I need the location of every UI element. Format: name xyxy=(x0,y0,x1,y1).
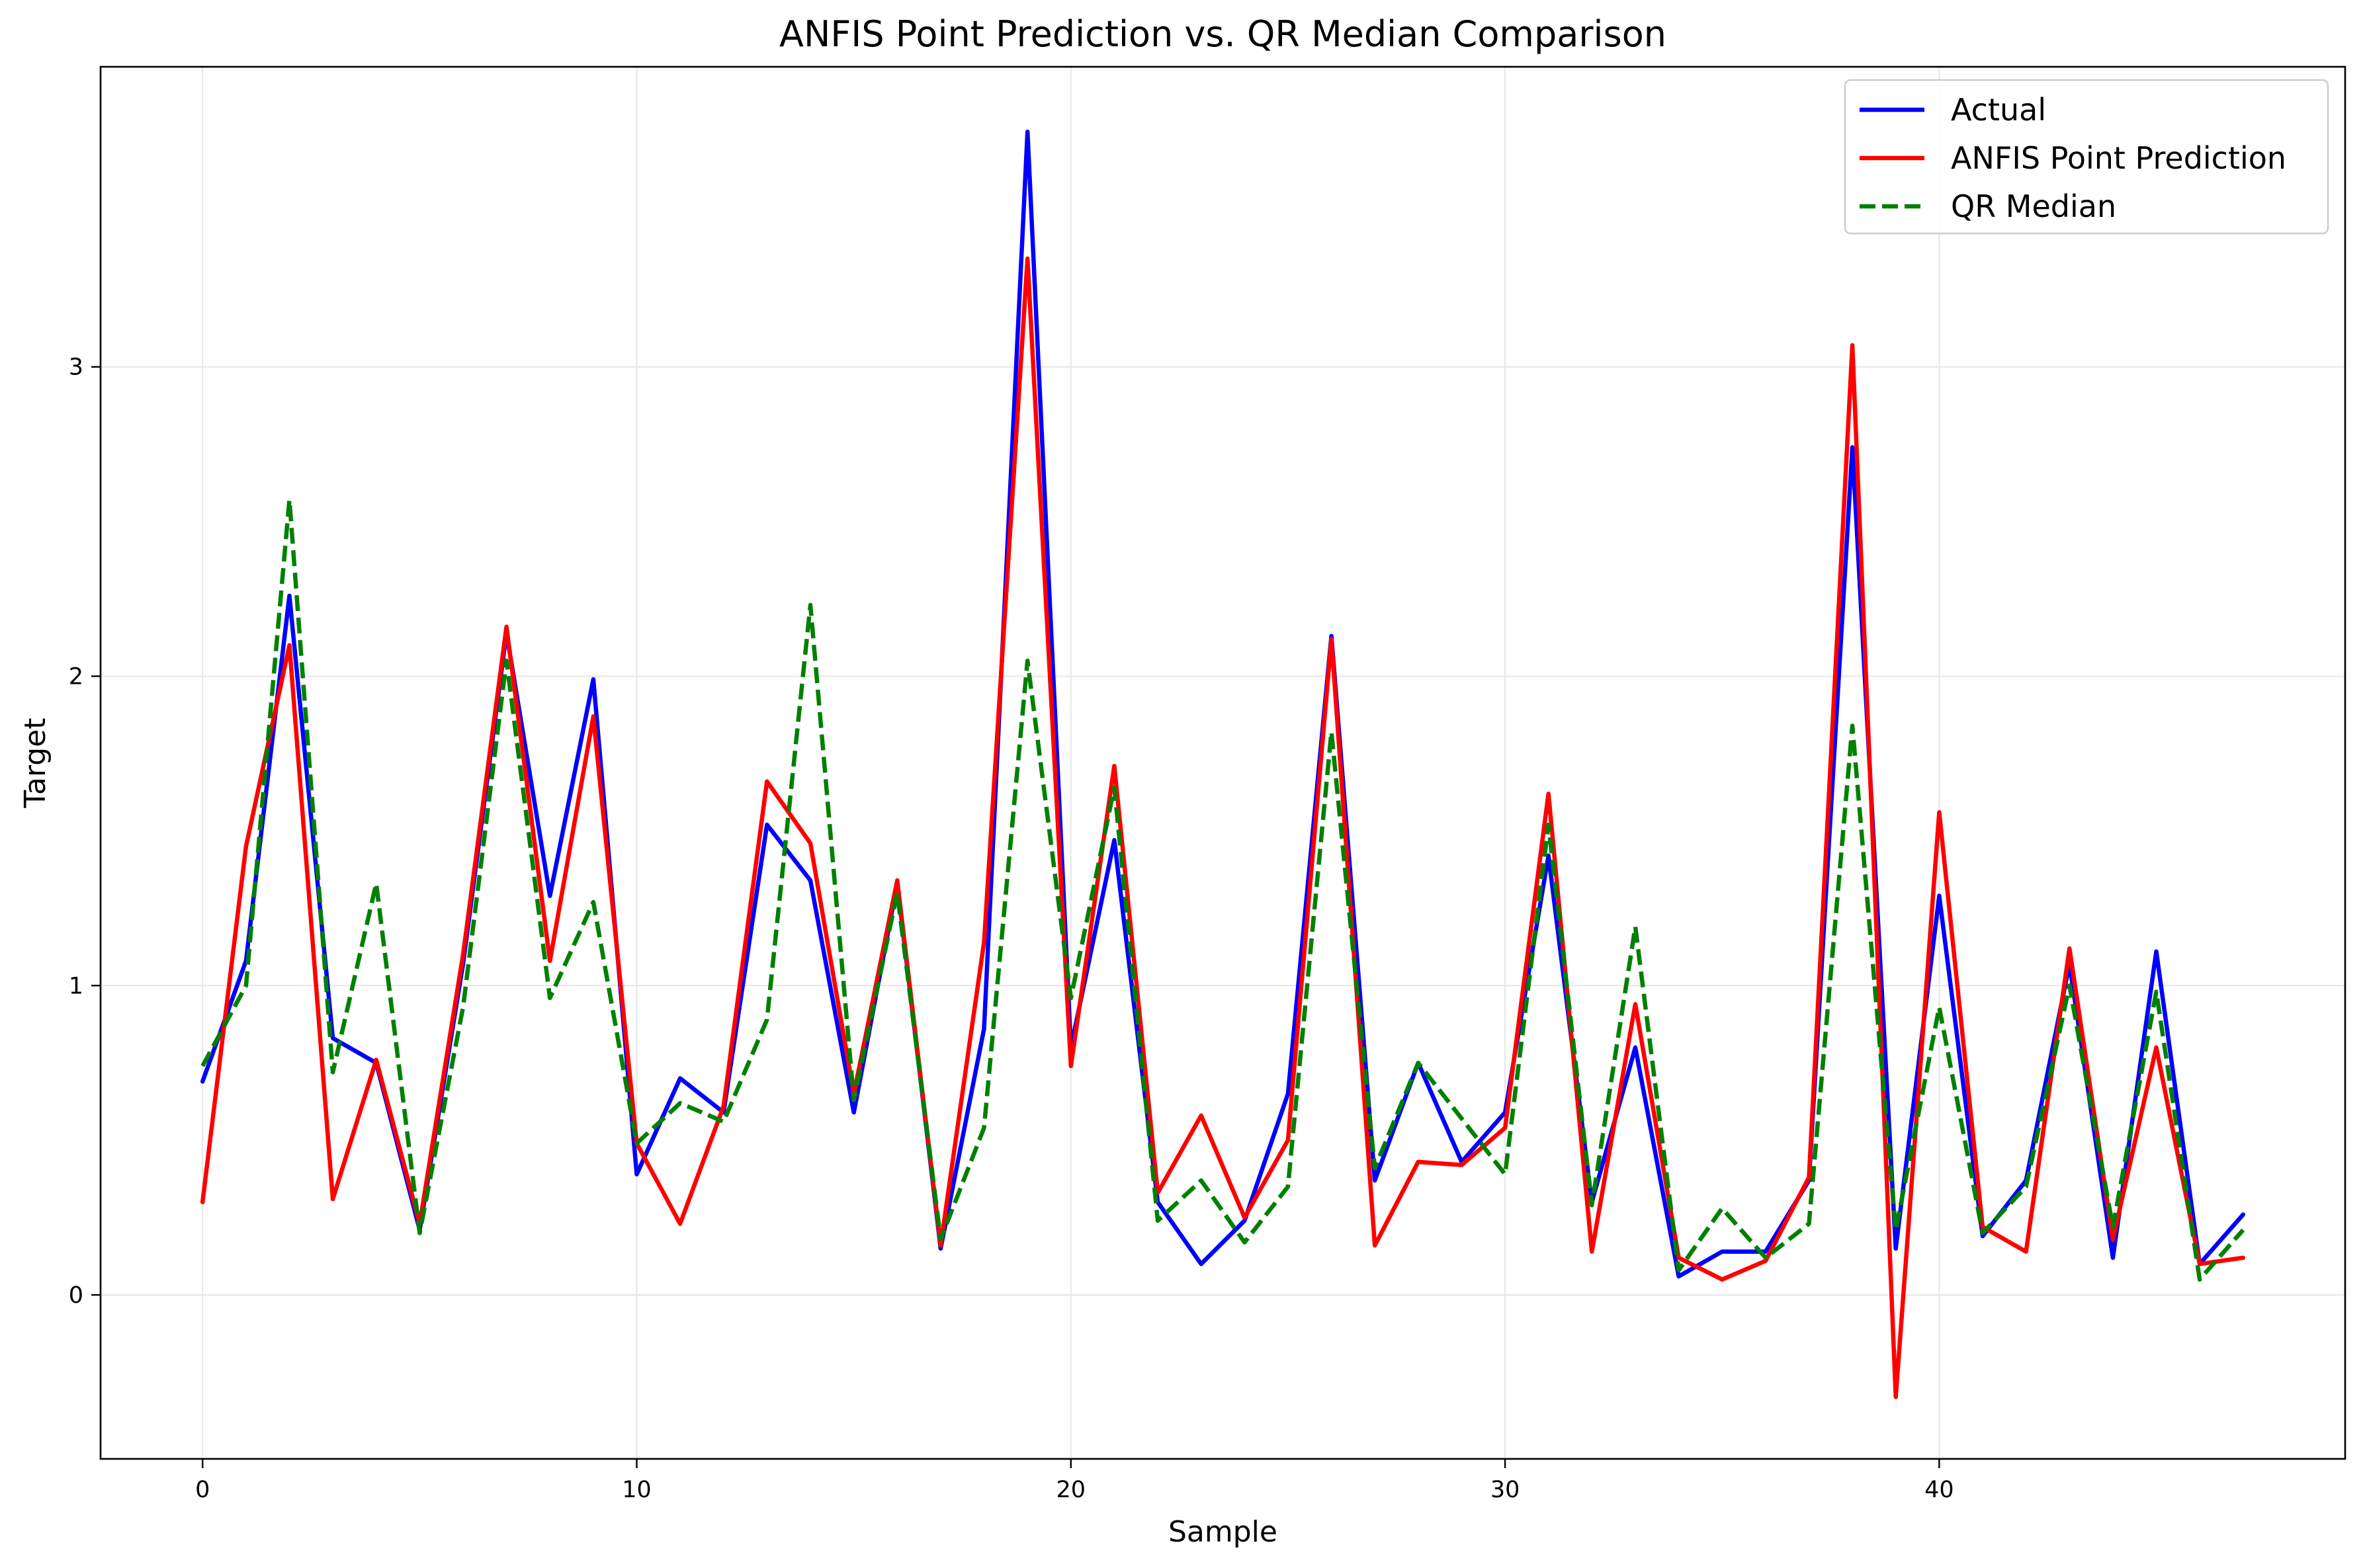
x-tick-label: 20 xyxy=(1056,1477,1086,1503)
gridlines xyxy=(101,67,2345,1459)
x-axis-label: Sample xyxy=(1168,1515,1277,1549)
axis-ticks: 0 10 20 30 40 0 1 2 3 xyxy=(69,354,1954,1503)
plot-frame xyxy=(99,65,2346,1460)
x-tick-label: 40 xyxy=(1924,1477,1954,1503)
y-axis-label: Target xyxy=(19,718,52,808)
legend-label-qr-median: QR Median xyxy=(1951,188,2116,224)
legend-box xyxy=(1844,79,2329,235)
series-lines xyxy=(200,129,2246,1399)
y-tick-label: 0 xyxy=(69,1282,83,1309)
legend-label-anfis-point-prediction: ANFIS Point Prediction xyxy=(1951,140,2286,176)
chart-title: ANFIS Point Prediction vs. QR Median Com… xyxy=(779,13,1666,55)
legend: Actual ANFIS Point Prediction QR Median xyxy=(1844,79,2329,235)
series-line-anfis-point-prediction xyxy=(200,256,2246,1399)
x-tick-label: 30 xyxy=(1490,1477,1520,1503)
x-tick-label: 0 xyxy=(195,1477,210,1503)
y-tick-label: 2 xyxy=(69,664,83,690)
y-tick-label: 3 xyxy=(69,354,83,381)
x-tick-label: 10 xyxy=(622,1477,652,1503)
y-tick-label: 1 xyxy=(69,973,83,999)
legend-label-actual: Actual xyxy=(1951,92,2046,128)
series-line-qr-median xyxy=(200,497,2245,1282)
